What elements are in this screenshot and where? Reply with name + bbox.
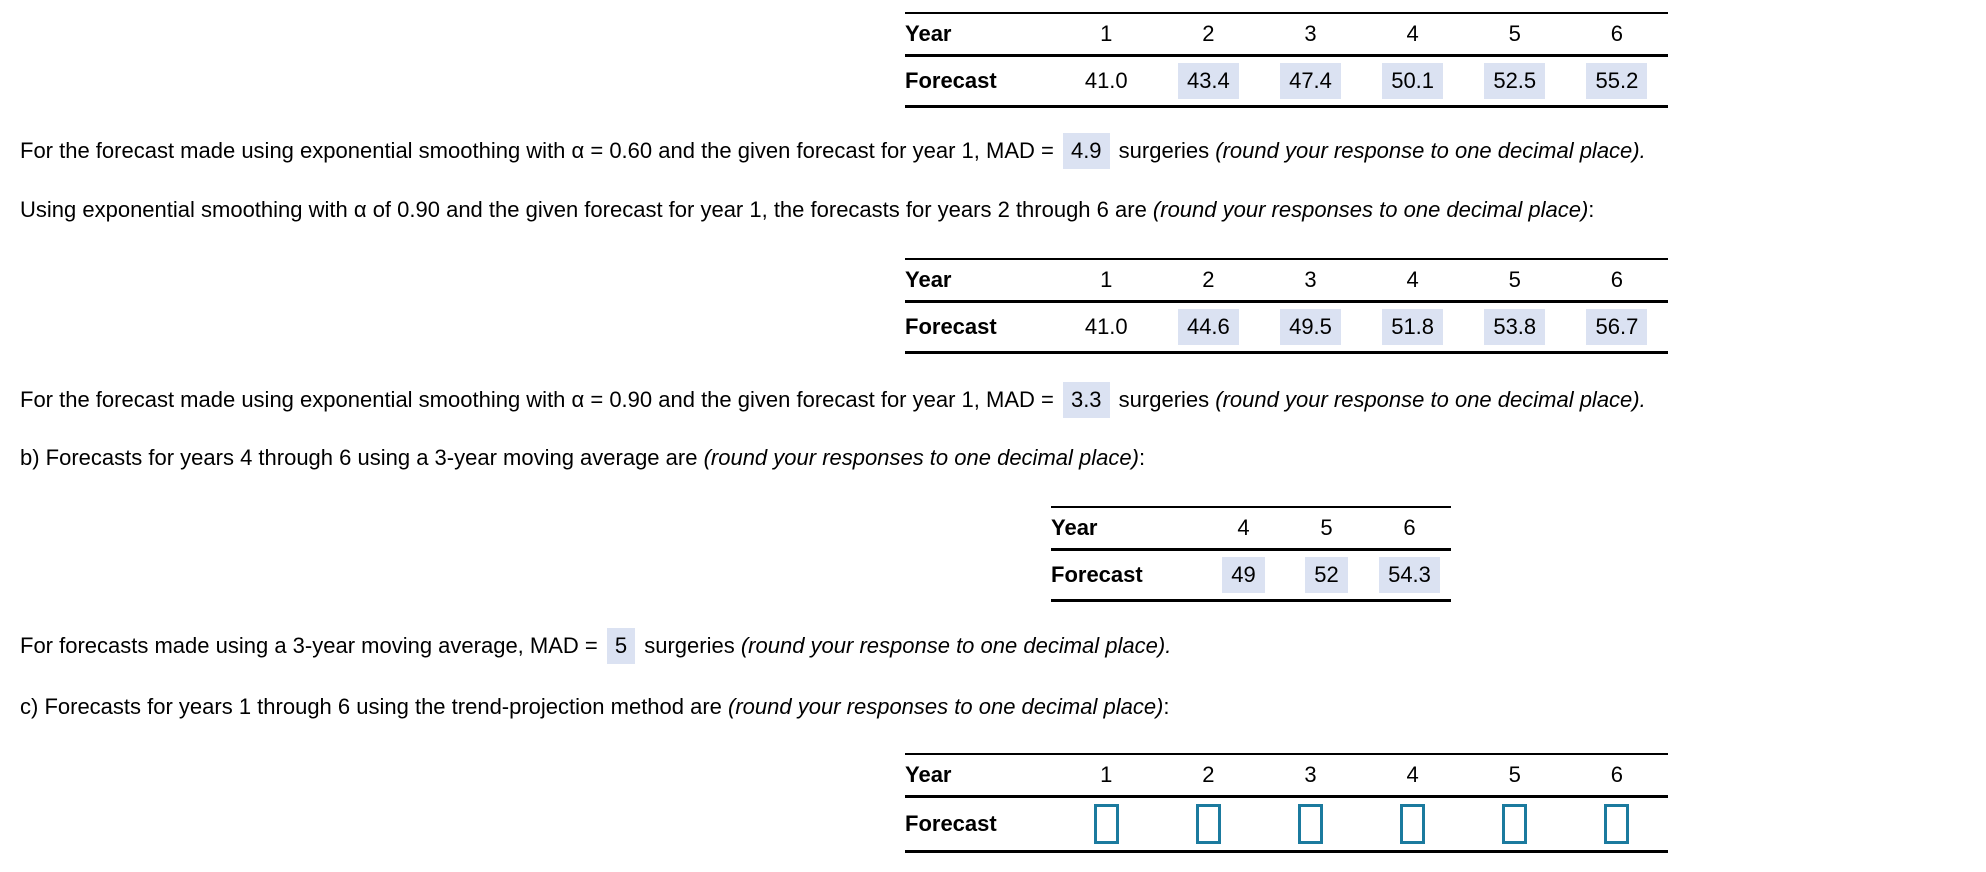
forecast-table-moving-average: Year 4 5 6 Forecast 49 52 54.3 xyxy=(1051,506,1451,602)
part-c-question: c) Forecasts for years 1 through 6 using… xyxy=(20,692,1976,722)
statement-text: : xyxy=(1588,197,1595,222)
year-cell: 6 xyxy=(1610,762,1624,787)
rounding-note: (round your response to one decimal plac… xyxy=(1215,138,1646,163)
forecast-answer-value: 54.3 xyxy=(1379,557,1440,593)
rounding-note: (round your responses to one decimal pla… xyxy=(703,445,1139,470)
year-row-label: Year xyxy=(905,267,952,292)
forecast-row-label: Forecast xyxy=(905,68,997,93)
year-cell: 2 xyxy=(1202,21,1215,46)
statement-text: surgeries xyxy=(1112,387,1216,412)
year-row-label: Year xyxy=(905,21,952,46)
trend-forecast-input-year-4[interactable] xyxy=(1400,804,1426,844)
year-cell: 5 xyxy=(1320,515,1333,540)
year-cell: 4 xyxy=(1406,21,1419,46)
year-cell: 3 xyxy=(1304,762,1317,787)
year-cell: 6 xyxy=(1610,21,1624,46)
year-cell: 1 xyxy=(1100,267,1113,292)
forecast-value: 41.0 xyxy=(1084,68,1128,93)
forecast-row: Forecast xyxy=(905,797,1668,852)
forecast-row-label: Forecast xyxy=(905,314,997,339)
year-cell: 5 xyxy=(1508,267,1521,292)
rounding-note: (round your responses to one decimal pla… xyxy=(728,694,1164,719)
forecast-answer-value: 52.5 xyxy=(1484,63,1546,99)
trend-forecast-input-year-5[interactable] xyxy=(1502,804,1528,844)
statement-text: b) Forecasts for years 4 through 6 using… xyxy=(20,445,704,470)
year-row: Year 4 5 6 xyxy=(1051,507,1451,550)
forecast-answer-value: 49.5 xyxy=(1280,309,1341,345)
year-cell: 5 xyxy=(1508,762,1521,787)
forecast-answer-value: 47.4 xyxy=(1280,63,1341,99)
statement-text: For the forecast made using exponential … xyxy=(20,138,1060,163)
year-row: Year 1 2 3 4 5 6 xyxy=(905,259,1668,302)
rounding-note: (round your response to one decimal plac… xyxy=(1215,387,1646,412)
year-cell: 1 xyxy=(1100,21,1113,46)
mad-answer-box: 3.3 xyxy=(1062,382,1110,418)
year-cell: 5 xyxy=(1508,21,1521,46)
year-cell: 2 xyxy=(1202,267,1215,292)
forecast-answer-value: 44.6 xyxy=(1177,309,1239,345)
year-row: Year 1 2 3 4 5 6 xyxy=(905,13,1668,56)
forecast-row-label: Forecast xyxy=(1051,562,1143,587)
forecast-table-trend-projection: Year 1 2 3 4 5 6 Forecast xyxy=(905,753,1668,853)
year-cell: 4 xyxy=(1406,762,1419,787)
forecast-row: Forecast 49 52 54.3 xyxy=(1051,550,1451,601)
forecast-row-label: Forecast xyxy=(905,811,997,836)
year-row-label: Year xyxy=(905,762,952,787)
year-cell: 4 xyxy=(1237,515,1250,540)
mad-statement-alpha-060: For the forecast made using exponential … xyxy=(20,133,1976,169)
mad-statement-moving-average: For forecasts made using a 3-year moving… xyxy=(20,628,1976,664)
forecast-answer-value: 52 xyxy=(1305,557,1348,593)
rounding-note: (round your response to one decimal plac… xyxy=(740,633,1172,658)
forecast-answer-value: 51.8 xyxy=(1382,309,1444,345)
forecast-answer-value: 53.8 xyxy=(1484,309,1546,345)
year-cell: 2 xyxy=(1202,762,1215,787)
forecast-answer-value: 43.4 xyxy=(1177,63,1239,99)
forecast-answer-value: 49 xyxy=(1222,557,1265,593)
statement-text: : xyxy=(1138,445,1146,470)
statement-text: c) Forecasts for years 1 through 6 using… xyxy=(20,694,729,719)
trend-forecast-input-year-3[interactable] xyxy=(1298,804,1323,844)
year-cell: 1 xyxy=(1100,762,1113,787)
rounding-note: (round your responses to one decimal pla… xyxy=(1152,197,1589,222)
mad-answer-box: 4.9 xyxy=(1062,133,1110,169)
year-cell: 3 xyxy=(1304,267,1317,292)
statement-text: surgeries xyxy=(1112,138,1216,163)
trend-forecast-input-year-6[interactable] xyxy=(1604,804,1630,844)
forecast-value: 41.0 xyxy=(1084,314,1128,339)
year-cell: 6 xyxy=(1610,267,1624,292)
year-row: Year 1 2 3 4 5 6 xyxy=(905,754,1668,797)
forecast-row: Forecast 41.0 44.6 49.5 51.8 53.8 56.7 xyxy=(905,302,1668,353)
statement-text: : xyxy=(1163,694,1170,719)
mad-statement-alpha-090: For the forecast made using exponential … xyxy=(20,382,1976,418)
forecast-answer-value: 55.2 xyxy=(1586,63,1648,99)
mad-answer-box: 5 xyxy=(606,628,636,664)
trend-forecast-input-year-2[interactable] xyxy=(1195,804,1221,844)
statement-text: For forecasts made using a 3-year moving… xyxy=(20,633,604,658)
year-row-label: Year xyxy=(1051,515,1098,540)
year-cell: 4 xyxy=(1406,267,1419,292)
statement-text: For the forecast made using exponential … xyxy=(20,387,1060,412)
forecast-answer-value: 50.1 xyxy=(1382,63,1444,99)
forecast-table-alpha-090: Year 1 2 3 4 5 6 Forecast 41.0 44.6 49.5… xyxy=(905,258,1668,354)
forecast-row: Forecast 41.0 43.4 47.4 50.1 52.5 55.2 xyxy=(905,56,1668,107)
question-intro-alpha-090: Using exponential smoothing with α of 0.… xyxy=(20,195,1976,225)
part-b-question: b) Forecasts for years 4 through 6 using… xyxy=(20,443,1976,473)
forecast-answer-value: 56.7 xyxy=(1586,309,1648,345)
forecast-table-alpha-060: Year 1 2 3 4 5 6 Forecast 41.0 43.4 47.4… xyxy=(905,12,1668,108)
statement-text: surgeries xyxy=(638,633,741,658)
statement-text: Using exponential smoothing with α of 0.… xyxy=(20,197,1153,222)
year-cell: 3 xyxy=(1304,21,1317,46)
year-cell: 6 xyxy=(1403,515,1416,540)
trend-forecast-input-year-1[interactable] xyxy=(1093,804,1119,844)
